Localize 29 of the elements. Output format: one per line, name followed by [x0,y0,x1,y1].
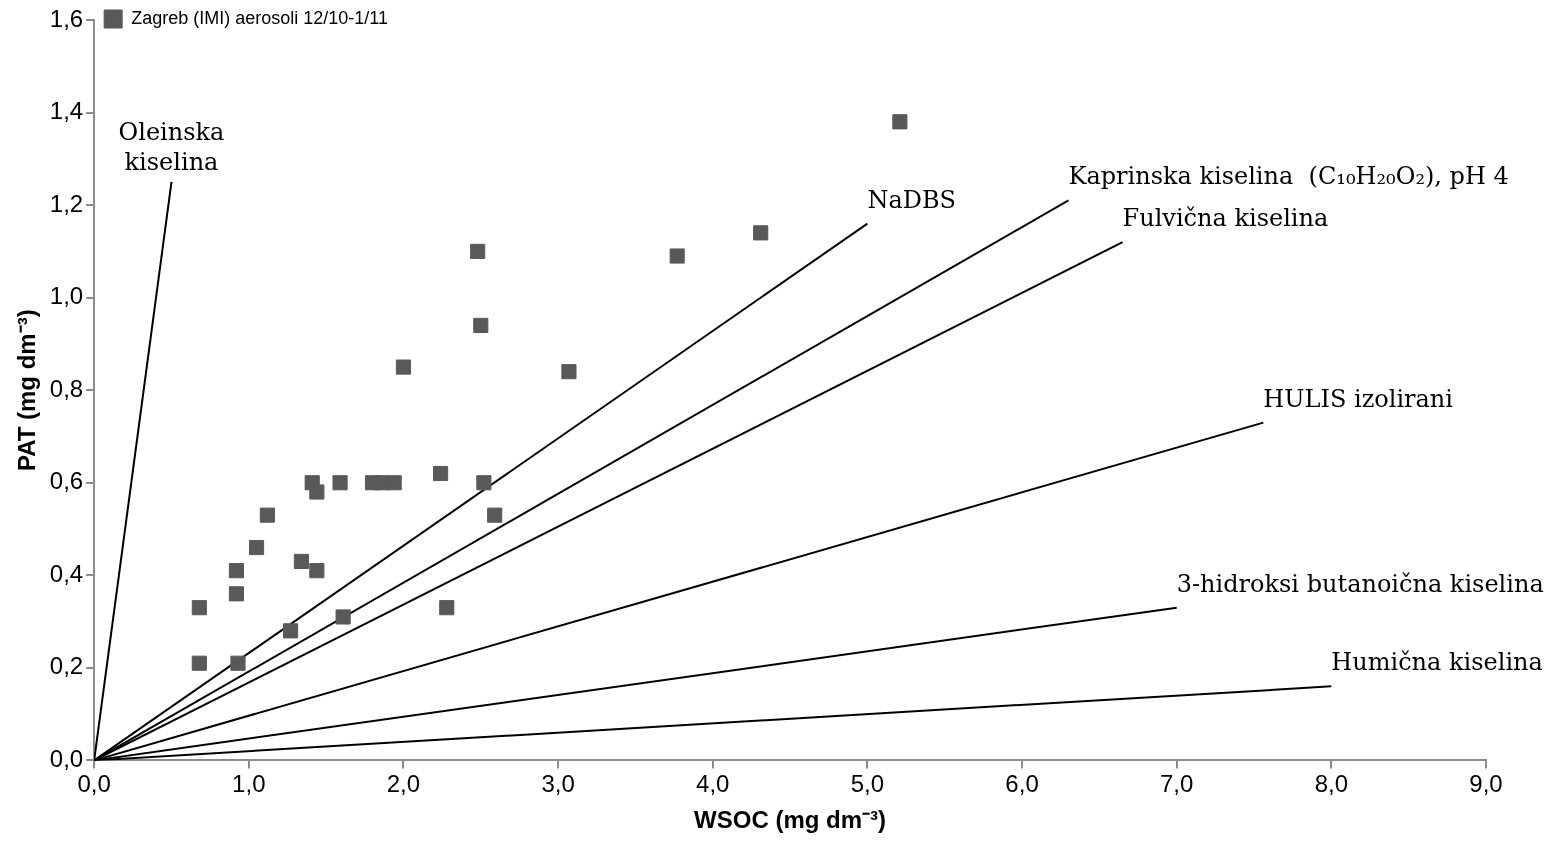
series-label: 3-hidroksi butanoična kiselina [1176,569,1544,598]
x-tick-label: 9,0 [1469,770,1503,798]
y-tick-label: 0,6 [49,467,84,495]
series-label: HULIS izolirani [1263,384,1454,413]
x-axis-title: WSOC (mg dm⁻³) [694,806,887,834]
series-label: Kaprinska kiselina (C₁₀H₂₀O₂), pH 4 [1068,162,1509,191]
y-tick-label: 1,2 [49,189,84,217]
series-label: Humična kiselina [1331,648,1543,677]
series-label: Oleinska kiselina [118,117,225,176]
series-label: NaDBS [867,185,957,214]
y-tick-label: 1,0 [49,282,84,310]
y-tick-label: 0,2 [49,652,84,680]
x-tick-label: 4,0 [696,770,730,798]
x-tick-label: 8,0 [1314,770,1349,798]
legend-label: Zagreb (IMI) aerosoli 12/10-1/11 [131,7,388,28]
series-label: Fulvična kiselina [1122,204,1329,233]
x-tick-label: 7,0 [1160,770,1194,798]
y-tick-label: 0,4 [49,559,84,587]
x-tick-label: 2,0 [386,770,421,798]
y-tick-label: 1,6 [49,4,84,32]
x-tick-label: 3,0 [541,770,575,798]
x-tick-label: 6,0 [1005,770,1039,798]
y-tick-label: 0,8 [49,374,84,402]
x-tick-label: 0,0 [77,770,111,798]
y-tick-label: 0,0 [49,745,84,773]
y-axis-title: PAT (mg dm⁻³) [13,309,41,472]
x-tick-label: 1,0 [232,770,266,798]
y-tick-label: 1,4 [49,97,84,125]
x-tick-label: 5,0 [850,770,885,798]
